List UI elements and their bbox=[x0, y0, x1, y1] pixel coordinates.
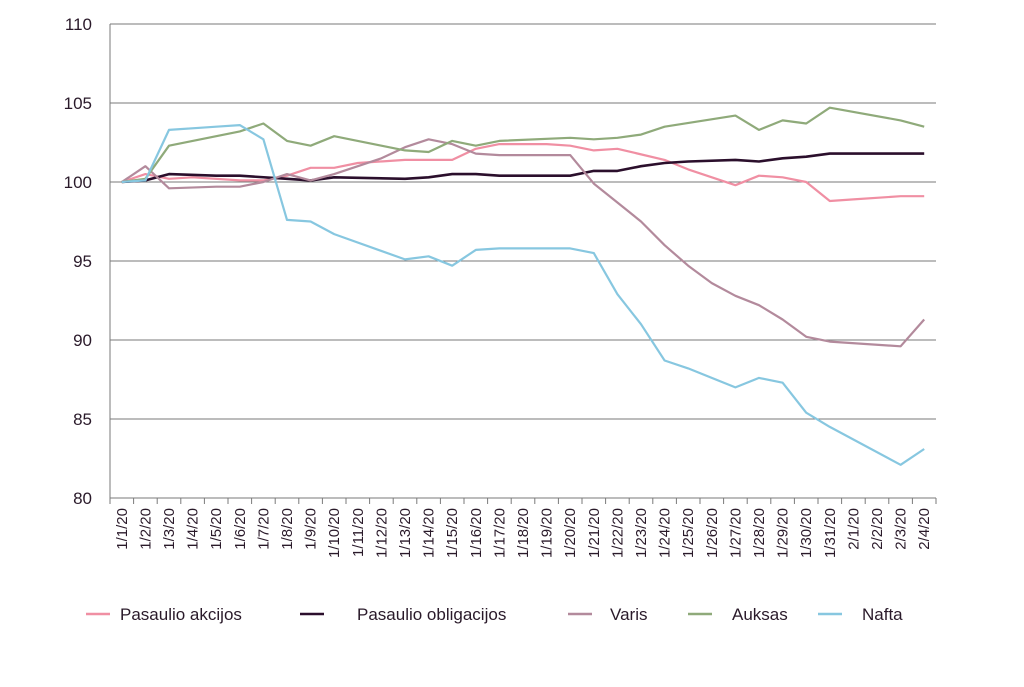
x-tick-label: 1/7/20 bbox=[255, 508, 272, 550]
x-tick-label: 1/17/20 bbox=[491, 508, 508, 558]
x-tick-label: 1/16/20 bbox=[468, 508, 485, 558]
x-tick-label: 1/15/20 bbox=[444, 508, 461, 558]
x-tick-label: 1/18/20 bbox=[515, 508, 532, 558]
x-tick-label: 1/31/20 bbox=[822, 508, 839, 558]
x-tick-label: 1/24/20 bbox=[657, 508, 674, 558]
y-tick-label: 90 bbox=[73, 331, 92, 350]
series-line-2 bbox=[121, 138, 926, 348]
x-tick-label: 1/9/20 bbox=[303, 508, 320, 550]
x-tick-label: 1/26/20 bbox=[704, 508, 721, 558]
x-tick-label: 1/19/20 bbox=[539, 508, 556, 558]
legend: Pasaulio akcijos Pasaulio obligacijos Vari… bbox=[86, 605, 903, 624]
x-tick-label: 1/14/20 bbox=[421, 508, 438, 558]
y-tick-label: 95 bbox=[73, 252, 92, 271]
x-tick-label: 1/30/20 bbox=[798, 508, 815, 558]
x-tick-label: 1/29/20 bbox=[775, 508, 792, 558]
x-tick-label: 1/11/20 bbox=[350, 508, 367, 557]
x-tick-label: 1/20/20 bbox=[562, 508, 579, 558]
series-line-4 bbox=[121, 123, 925, 466]
legend-label: Nafta bbox=[862, 605, 903, 624]
x-tick-label: 2/2/20 bbox=[869, 508, 886, 550]
x-tick-label: 1/2/20 bbox=[137, 508, 154, 550]
y-tick-label: 80 bbox=[73, 489, 92, 508]
x-tick-label: 1/23/20 bbox=[633, 508, 650, 558]
x-tick-label: 1/10/20 bbox=[326, 508, 343, 558]
y-tick-label: 100 bbox=[64, 173, 92, 192]
x-tick-label: 1/3/20 bbox=[161, 508, 178, 550]
x-tick-label: 2/4/20 bbox=[916, 508, 933, 550]
x-tick-label: 1/22/20 bbox=[609, 508, 626, 558]
series-lines bbox=[121, 106, 926, 466]
axes: 80 85 90 95 100 105 110 1/1/20 1/2/20 1/3/20 1/4/2… bbox=[64, 15, 937, 558]
x-tick-label: 1/12/20 bbox=[373, 508, 390, 558]
legend-label: Pasaulio akcijos bbox=[120, 605, 242, 624]
legend-label: Auksas bbox=[732, 605, 788, 624]
y-tick-label: 85 bbox=[73, 410, 92, 429]
y-tick-label: 110 bbox=[65, 15, 92, 34]
x-tick-label: 1/21/20 bbox=[586, 508, 603, 558]
x-tick-label: 2/3/20 bbox=[893, 508, 910, 550]
x-tick-label: 1/6/20 bbox=[232, 508, 249, 550]
x-tick-label: 1/13/20 bbox=[397, 508, 414, 558]
x-tick-label: 1/4/20 bbox=[185, 508, 202, 550]
x-tick-label: 1/27/20 bbox=[727, 508, 744, 558]
legend-label: Pasaulio obligacijos bbox=[357, 605, 506, 624]
x-tick-label: 1/28/20 bbox=[751, 508, 768, 558]
gridlines bbox=[110, 23, 936, 420]
y-tick-label: 105 bbox=[64, 94, 92, 113]
x-tick-label: 1/5/20 bbox=[208, 508, 225, 550]
x-tick-label: 1/1/20 bbox=[114, 508, 131, 550]
series-line-0 bbox=[121, 143, 925, 203]
x-tick-label: 1/8/20 bbox=[279, 508, 296, 550]
x-tick-label: 1/25/20 bbox=[680, 508, 697, 558]
series-line-1 bbox=[121, 152, 925, 184]
x-tick-label: 2/1/20 bbox=[845, 508, 862, 550]
legend-label: Varis bbox=[610, 605, 647, 624]
